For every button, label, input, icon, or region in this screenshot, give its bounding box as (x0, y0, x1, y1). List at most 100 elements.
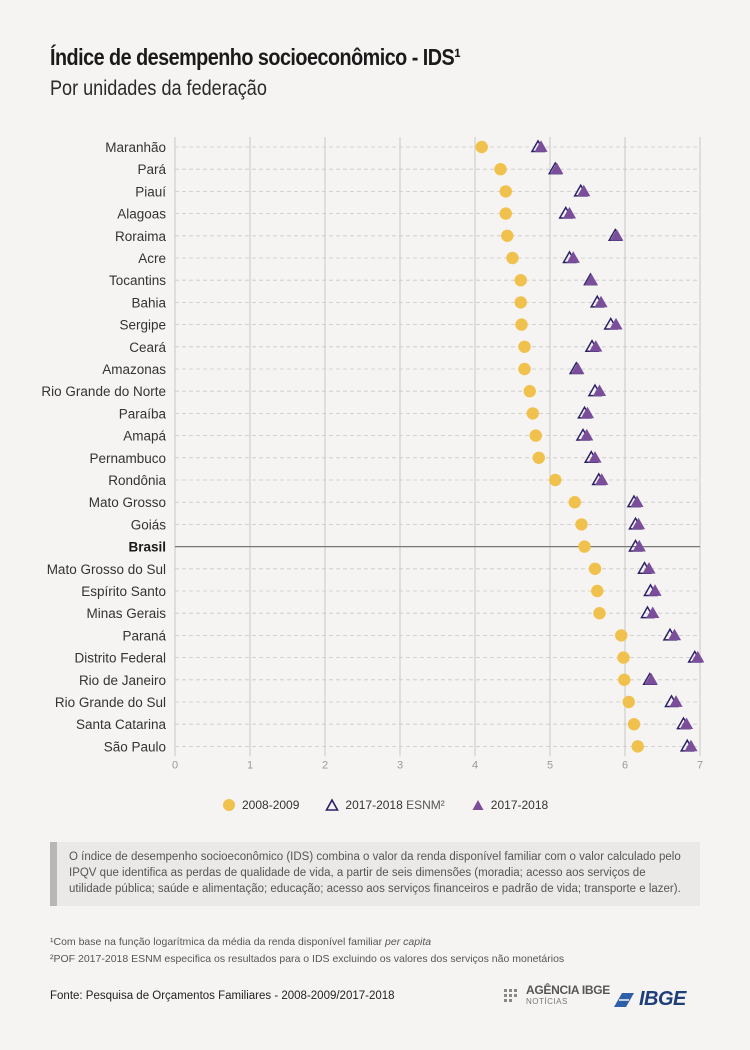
category-label: Distrito Federal (74, 651, 166, 666)
triangle-outline-icon (325, 798, 340, 811)
x-tick-label: 2 (322, 759, 328, 771)
marker-2017-2018 (566, 251, 580, 263)
marker-2017-2018 (631, 517, 646, 530)
marker-2008-2009 (618, 673, 631, 686)
marker-2008-2009 (529, 429, 542, 442)
marker-2008-2009 (622, 695, 635, 709)
legend-label-2008: 2008-2009 (242, 798, 300, 812)
agencia-ibge-logo: AGÊNCIA IBGE NOTÍCIAS (502, 983, 610, 1007)
marker-2017-2018 (644, 673, 658, 685)
marker-2017-2018 (669, 695, 683, 707)
marker-2008-2009 (526, 407, 539, 420)
x-tick-label: 4 (472, 759, 478, 771)
triangle-filled-icon (472, 800, 484, 810)
marker-2017-2018 (610, 229, 624, 241)
ibge-logo-text: IBGE (639, 988, 686, 1010)
marker-2008-2009 (615, 629, 628, 642)
marker-2017-2018 (609, 317, 623, 330)
marker-2008-2009 (506, 251, 519, 265)
marker-2008-2009 (523, 385, 536, 398)
category-label: Amapá (123, 429, 166, 444)
category-label: Ceará (129, 340, 166, 355)
category-label: Mato Grosso do Sul (47, 562, 166, 577)
marker-2008-2009 (475, 140, 488, 154)
marker-2017-2018 (562, 206, 577, 219)
marker-2017-2018 (577, 184, 591, 197)
marker-2008-2009 (514, 296, 527, 309)
marker-2017-2018 (592, 384, 607, 397)
marker-2017-2018 (588, 451, 602, 463)
legend-label-2017-esnm-main: 2017-2018 (345, 798, 403, 812)
category-label: Sergipe (119, 318, 166, 333)
category-label: Minas Gerais (86, 606, 166, 621)
category-label: Maranhão (105, 140, 166, 155)
marker-2008-2009 (532, 451, 545, 464)
marker-2017-2018 (580, 428, 594, 441)
category-label: São Paulo (104, 739, 166, 754)
marker-2017-2018 (550, 162, 564, 175)
x-tick-label: 0 (172, 759, 178, 771)
marker-2008-2009 (549, 473, 562, 487)
legend-item-2017: 2017-2018 (471, 798, 548, 812)
marker-2017-2018 (584, 273, 598, 286)
marker-2008-2009 (588, 562, 602, 575)
marker-2017-2018 (667, 628, 682, 641)
category-label: Brasil (128, 540, 166, 555)
legend-item-2017-esnm: 2017-2018 ESNM² (325, 798, 445, 812)
x-axis-ticks: 0 1 2 3 4 5 6 7 (172, 759, 703, 771)
marker-2017-2018 (534, 140, 548, 152)
category-label: Rio de Janeiro (79, 673, 166, 688)
agencia-logo-line1: AGÊNCIA IBGE (526, 983, 610, 997)
category-label: Alagoas (117, 207, 166, 222)
marker-2017-2018 (684, 739, 698, 752)
marker-2017-2018 (691, 650, 705, 663)
marker-2008-2009 (631, 740, 644, 753)
footnote-1: ¹Com base na função logarítmica da média… (50, 936, 431, 948)
agencia-logo-line2: NOTÍCIAS (526, 997, 568, 1006)
marker-2008-2009 (591, 584, 604, 598)
category-label: Rio Grande do Sul (55, 695, 166, 710)
agencia-logo-icon (504, 989, 517, 1002)
marker-2008-2009 (518, 362, 531, 376)
category-label: Rondônia (108, 473, 166, 488)
marker-2017-2018 (646, 606, 660, 619)
x-tick-label: 3 (397, 759, 403, 771)
markers (475, 139, 705, 753)
marker-2017-2018 (580, 406, 595, 419)
legend-label-2017-esnm-suffix: ESNM² (406, 798, 445, 812)
marker-2017-2018 (589, 340, 603, 352)
legend: 2008-2009 2017-2018 ESNM² 2017-2018 (222, 798, 574, 812)
category-label: Acre (138, 251, 166, 266)
marker-2008-2009 (499, 185, 512, 198)
source-text: Fonte: Pesquisa de Orçamentos Familiares… (50, 990, 395, 1002)
category-label: Santa Catarina (76, 717, 167, 732)
category-label: Espírito Santo (81, 584, 166, 599)
category-label: Pernambuco (89, 451, 166, 466)
footnote-1-italic: per capita (385, 936, 432, 948)
marker-2008-2009 (575, 518, 588, 531)
marker-2008-2009 (518, 340, 531, 353)
x-tick-label: 7 (697, 759, 703, 771)
legend-item-2008: 2008-2009 (222, 798, 299, 812)
marker-2017-2018 (571, 362, 585, 374)
marker-2017-2018 (648, 584, 662, 596)
marker-2017-2018 (595, 473, 609, 485)
marker-2017-2018 (642, 562, 656, 574)
marker-2017-2018 (630, 495, 644, 508)
category-label: Tocantins (109, 273, 166, 288)
circle-marker-icon (223, 799, 235, 811)
marker-2008-2009 (578, 540, 591, 553)
category-label: Pará (137, 162, 166, 177)
category-label: Bahia (131, 295, 166, 310)
category-label: Rio Grande do Norte (41, 384, 166, 399)
category-label: Piauí (135, 184, 166, 199)
category-label: Goiás (131, 517, 167, 532)
ibge-logo: IBGE (612, 988, 686, 1011)
marker-2008-2009 (514, 274, 527, 287)
x-tick-label: 5 (547, 759, 553, 771)
ibge-logo-icon (614, 992, 634, 1007)
marker-2008-2009 (593, 607, 606, 620)
x-tick-label: 6 (622, 759, 628, 771)
x-tick-label: 1 (247, 759, 253, 771)
footnote-2: ²POF 2017-2018 ESNM especifica os result… (50, 953, 565, 965)
